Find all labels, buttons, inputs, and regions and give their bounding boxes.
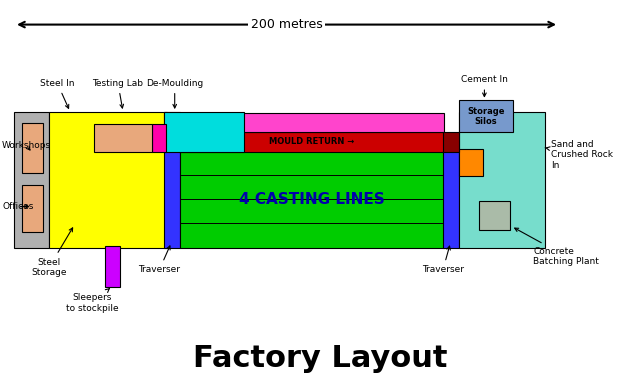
Text: Steel In: Steel In bbox=[40, 79, 75, 108]
Bar bbox=[164, 112, 244, 152]
Text: Factory Layout: Factory Layout bbox=[193, 344, 447, 373]
Text: Offices: Offices bbox=[2, 202, 33, 211]
Text: Sleepers
to stockpile: Sleepers to stockpile bbox=[66, 288, 119, 313]
Text: De-Moulding: De-Moulding bbox=[146, 79, 204, 108]
Text: 4 CASTING LINES: 4 CASTING LINES bbox=[239, 192, 385, 207]
Text: MOULD RETURN →: MOULD RETURN → bbox=[269, 138, 355, 147]
Text: Sand and
Crushed Rock
In: Sand and Crushed Rock In bbox=[545, 140, 612, 170]
Text: Traverser: Traverser bbox=[422, 246, 464, 274]
Bar bbox=[105, 246, 120, 287]
Bar bbox=[459, 112, 545, 248]
Text: Storage
Silos: Storage Silos bbox=[467, 107, 505, 126]
Bar bbox=[164, 112, 180, 248]
Bar bbox=[22, 123, 43, 173]
Bar bbox=[479, 201, 510, 230]
Bar bbox=[14, 112, 49, 248]
Bar bbox=[443, 132, 459, 152]
Bar bbox=[22, 185, 43, 231]
Text: Traverser: Traverser bbox=[138, 246, 180, 274]
Bar bbox=[94, 124, 152, 152]
Bar bbox=[459, 100, 513, 132]
Text: Cement In: Cement In bbox=[461, 75, 508, 97]
Text: Workshops: Workshops bbox=[2, 141, 51, 150]
Bar bbox=[152, 124, 166, 152]
Text: Concrete
Batching Plant: Concrete Batching Plant bbox=[515, 228, 599, 266]
Text: 200 metres: 200 metres bbox=[251, 18, 323, 31]
Bar bbox=[180, 151, 444, 248]
Bar bbox=[180, 132, 444, 152]
Bar bbox=[180, 113, 444, 132]
Bar bbox=[459, 149, 483, 176]
Bar bbox=[443, 151, 459, 248]
Bar bbox=[49, 112, 167, 248]
Text: Steel
Storage: Steel Storage bbox=[31, 228, 72, 277]
Text: Testing Lab: Testing Lab bbox=[93, 79, 143, 108]
